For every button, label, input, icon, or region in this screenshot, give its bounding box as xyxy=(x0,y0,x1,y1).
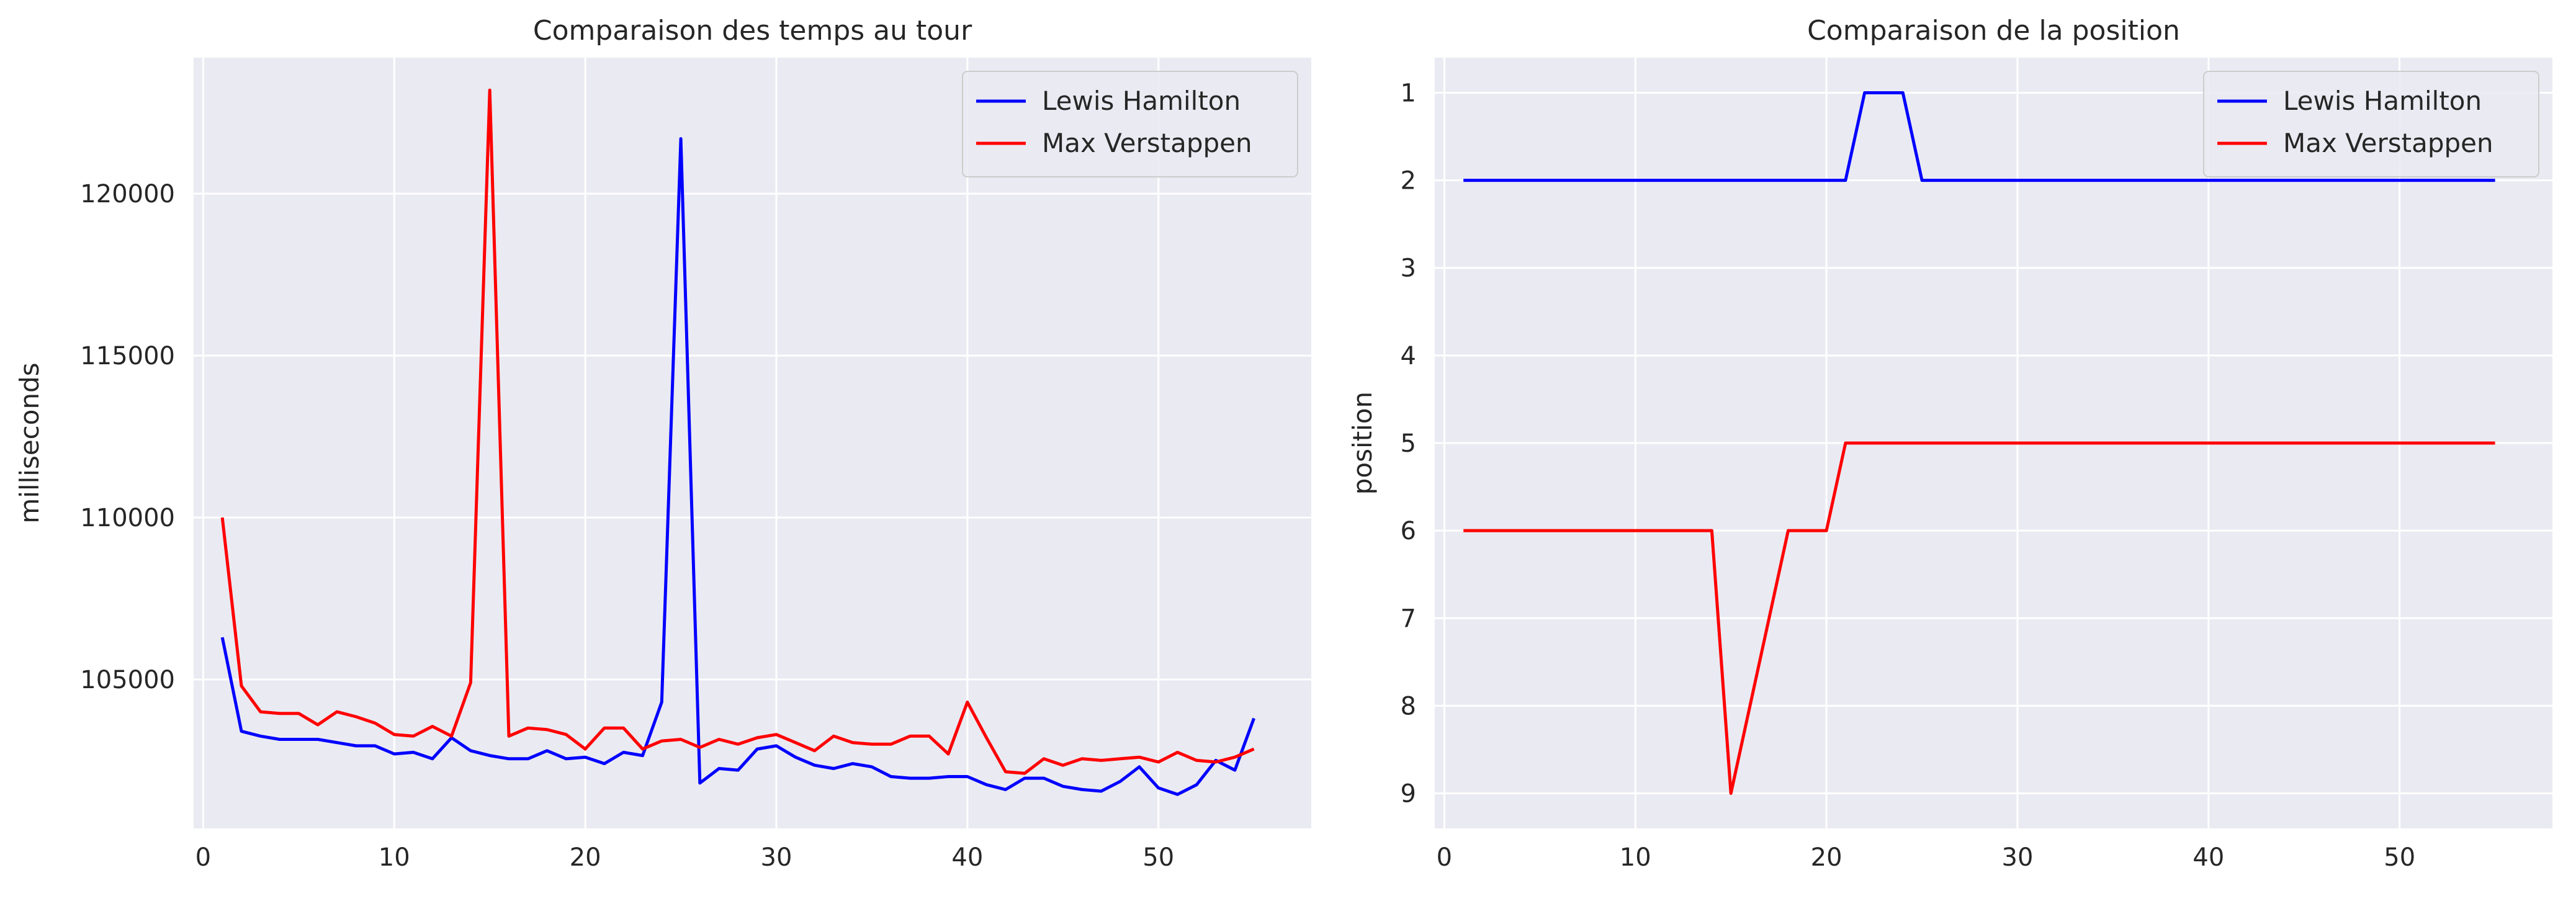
position-panel: 0 10 20 30 40 50 1 2 3 4 5 6 7 8 9 Comparaison de la po… xyxy=(1347,15,2552,872)
y-tick-label: 115000 xyxy=(80,342,175,370)
x-tick-label: 10 xyxy=(379,843,410,872)
lap-times-panel: 0 10 20 30 40 50 105000 110000 115000 120000 Compa… xyxy=(14,15,1311,872)
x-tick-label: 50 xyxy=(1142,843,1174,872)
x-tick-label: 10 xyxy=(1620,843,1651,872)
y-tick-label: 120000 xyxy=(80,180,175,208)
series-line-0 xyxy=(220,137,1255,796)
series-line-1 xyxy=(1463,441,2495,795)
plot-area xyxy=(194,58,1311,828)
legend-label: Max Verstappen xyxy=(1042,128,1252,158)
x-tick-label: 0 xyxy=(195,843,211,872)
x-tick-label: 30 xyxy=(2002,843,2034,872)
y-tick-label: 5 xyxy=(1401,429,1416,458)
y-axis-label: milliseconds xyxy=(14,362,45,523)
series-line-1 xyxy=(220,88,1255,775)
y-tick-label: 110000 xyxy=(80,504,175,532)
legend-box xyxy=(962,71,1298,177)
y-tick-label: 4 xyxy=(1401,342,1416,370)
x-tick-label: 30 xyxy=(761,843,792,872)
x-tick-label: 0 xyxy=(1437,843,1452,872)
chart-title: Comparaison de la position xyxy=(1807,15,2180,47)
chart-title: Comparaison des temps au tour xyxy=(533,15,972,47)
legend-label: Lewis Hamilton xyxy=(1042,86,1241,116)
y-tick-label: 105000 xyxy=(80,666,175,694)
x-tick-label: 20 xyxy=(570,843,601,872)
y-tick-label: 2 xyxy=(1401,167,1416,195)
y-tick-label: 7 xyxy=(1401,604,1416,633)
y-tick-label: 1 xyxy=(1401,79,1416,107)
y-tick-label: 3 xyxy=(1401,254,1416,283)
x-tick-label: 50 xyxy=(2384,843,2415,872)
y-tick-label: 8 xyxy=(1401,692,1416,720)
legend-label: Lewis Hamilton xyxy=(2283,86,2482,116)
x-tick-label: 20 xyxy=(1811,843,1842,872)
y-axis-label: position xyxy=(1347,392,1378,495)
legend-box xyxy=(2203,71,2539,177)
y-tick-label: 6 xyxy=(1401,517,1416,545)
x-tick-label: 40 xyxy=(951,843,983,872)
legend-label: Max Verstappen xyxy=(2283,128,2493,158)
x-tick-label: 40 xyxy=(2192,843,2224,872)
y-tick-label: 9 xyxy=(1401,780,1416,809)
series-line-0 xyxy=(1463,91,2495,182)
